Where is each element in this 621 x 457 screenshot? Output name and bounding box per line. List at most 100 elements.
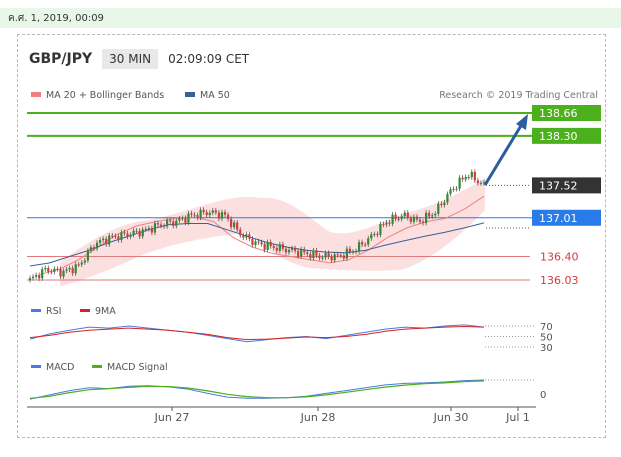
candle-body <box>211 210 214 213</box>
rsi-legend-swatch <box>31 309 41 312</box>
candle-body <box>333 254 336 261</box>
candle-body <box>281 244 284 249</box>
candle-body <box>327 253 330 257</box>
rsi-tick: 70 <box>540 322 553 333</box>
candle-body <box>108 235 111 245</box>
candle-body <box>473 171 476 181</box>
level-label-box <box>532 105 601 121</box>
candle-body <box>181 217 184 219</box>
macd-legend-swatch <box>31 365 41 368</box>
candle-body <box>278 244 281 251</box>
candle-body <box>458 177 461 189</box>
candle-body <box>196 215 199 218</box>
candle-body <box>217 212 221 219</box>
candle-body <box>482 182 486 184</box>
candle-body <box>153 223 157 233</box>
candle-body <box>373 234 376 236</box>
candle-body <box>147 228 150 230</box>
rsi9ma-legend-swatch <box>80 309 90 312</box>
macd-zero-tick: 0 <box>540 390 546 401</box>
candle-body <box>242 235 245 238</box>
candle-body <box>284 248 288 253</box>
level-label: 136.03 <box>540 274 579 287</box>
candle-body <box>339 255 342 257</box>
candle-body <box>202 209 205 213</box>
date-bar: ค.ศ. 1, 2019, 00:09 <box>0 8 621 28</box>
candle-body <box>34 275 38 277</box>
level-lines: 138.66 138.30 137.52 137.01 136.40 136.03 <box>27 105 601 287</box>
candle-body <box>123 232 126 234</box>
candle-body <box>98 240 102 243</box>
rsi-legend: RSI <box>46 306 61 317</box>
candle-body <box>412 216 416 222</box>
macd-signal-line <box>29 380 485 399</box>
chart-header: GBP/JPY 30 MIN 02:09:09 CET <box>29 48 249 70</box>
candle-body <box>162 225 166 227</box>
candle-body <box>120 232 123 241</box>
candle-body <box>446 193 449 203</box>
level-label: 138.30 <box>539 130 578 143</box>
candle-body <box>129 234 132 237</box>
candle-body <box>455 188 458 190</box>
candle-body <box>364 244 367 246</box>
candle-body <box>397 218 400 220</box>
candle-body <box>172 221 175 226</box>
candle-body <box>80 262 83 265</box>
candle-body <box>403 212 406 217</box>
x-tick-label: Jul 1 <box>505 411 530 424</box>
macdsig-legend: MACD Signal <box>107 362 168 373</box>
candle-body <box>254 241 257 245</box>
candle-body <box>132 230 135 235</box>
candle-body <box>266 242 269 250</box>
candle-body <box>418 219 422 222</box>
level-label: 136.40 <box>540 251 579 264</box>
candle-body <box>479 183 483 185</box>
candle-body <box>71 268 74 274</box>
candle-body <box>290 248 294 250</box>
candle-body <box>65 269 68 271</box>
candle-body <box>400 216 403 219</box>
candle-body <box>394 214 397 219</box>
candle-body <box>220 212 224 219</box>
candle-body <box>391 214 394 224</box>
candle-body <box>385 222 388 225</box>
candle-body <box>406 212 409 218</box>
rsi9ma-legend: 9MA <box>95 306 116 317</box>
level-label: 137.01 <box>539 212 578 225</box>
candle-body <box>208 212 211 216</box>
ma50-legend-swatch <box>185 92 195 97</box>
candle-body <box>233 222 236 228</box>
candle-body <box>361 242 364 245</box>
candle-body <box>431 215 434 217</box>
candle-body <box>309 253 312 259</box>
candle-body <box>230 219 233 228</box>
candle-body <box>117 236 120 241</box>
candle-body <box>114 236 117 238</box>
candle-body <box>141 229 144 237</box>
candle-body <box>135 230 138 232</box>
candle-body <box>443 202 446 206</box>
bollinger-band <box>60 178 485 286</box>
candle-body <box>415 216 419 220</box>
candle-body <box>92 247 96 249</box>
candle-body <box>260 242 263 245</box>
candle-body <box>86 250 89 261</box>
candle-body <box>421 221 425 223</box>
candle-body <box>178 218 181 221</box>
candle-body <box>330 256 333 261</box>
candle-body <box>409 217 412 222</box>
candle-body <box>440 203 443 206</box>
x-tick-label: Jun 28 <box>300 411 336 424</box>
candle-body <box>53 268 56 272</box>
candle-body <box>367 238 370 245</box>
candle-body <box>461 177 464 180</box>
candle-body <box>47 267 50 272</box>
candle-body <box>315 250 318 256</box>
candle-body <box>449 189 452 194</box>
candle-body <box>452 188 455 190</box>
candle-body <box>470 171 473 178</box>
timeframe-button[interactable]: 30 MIN <box>102 49 159 69</box>
candle-body <box>251 238 254 245</box>
candle-body <box>345 248 348 259</box>
